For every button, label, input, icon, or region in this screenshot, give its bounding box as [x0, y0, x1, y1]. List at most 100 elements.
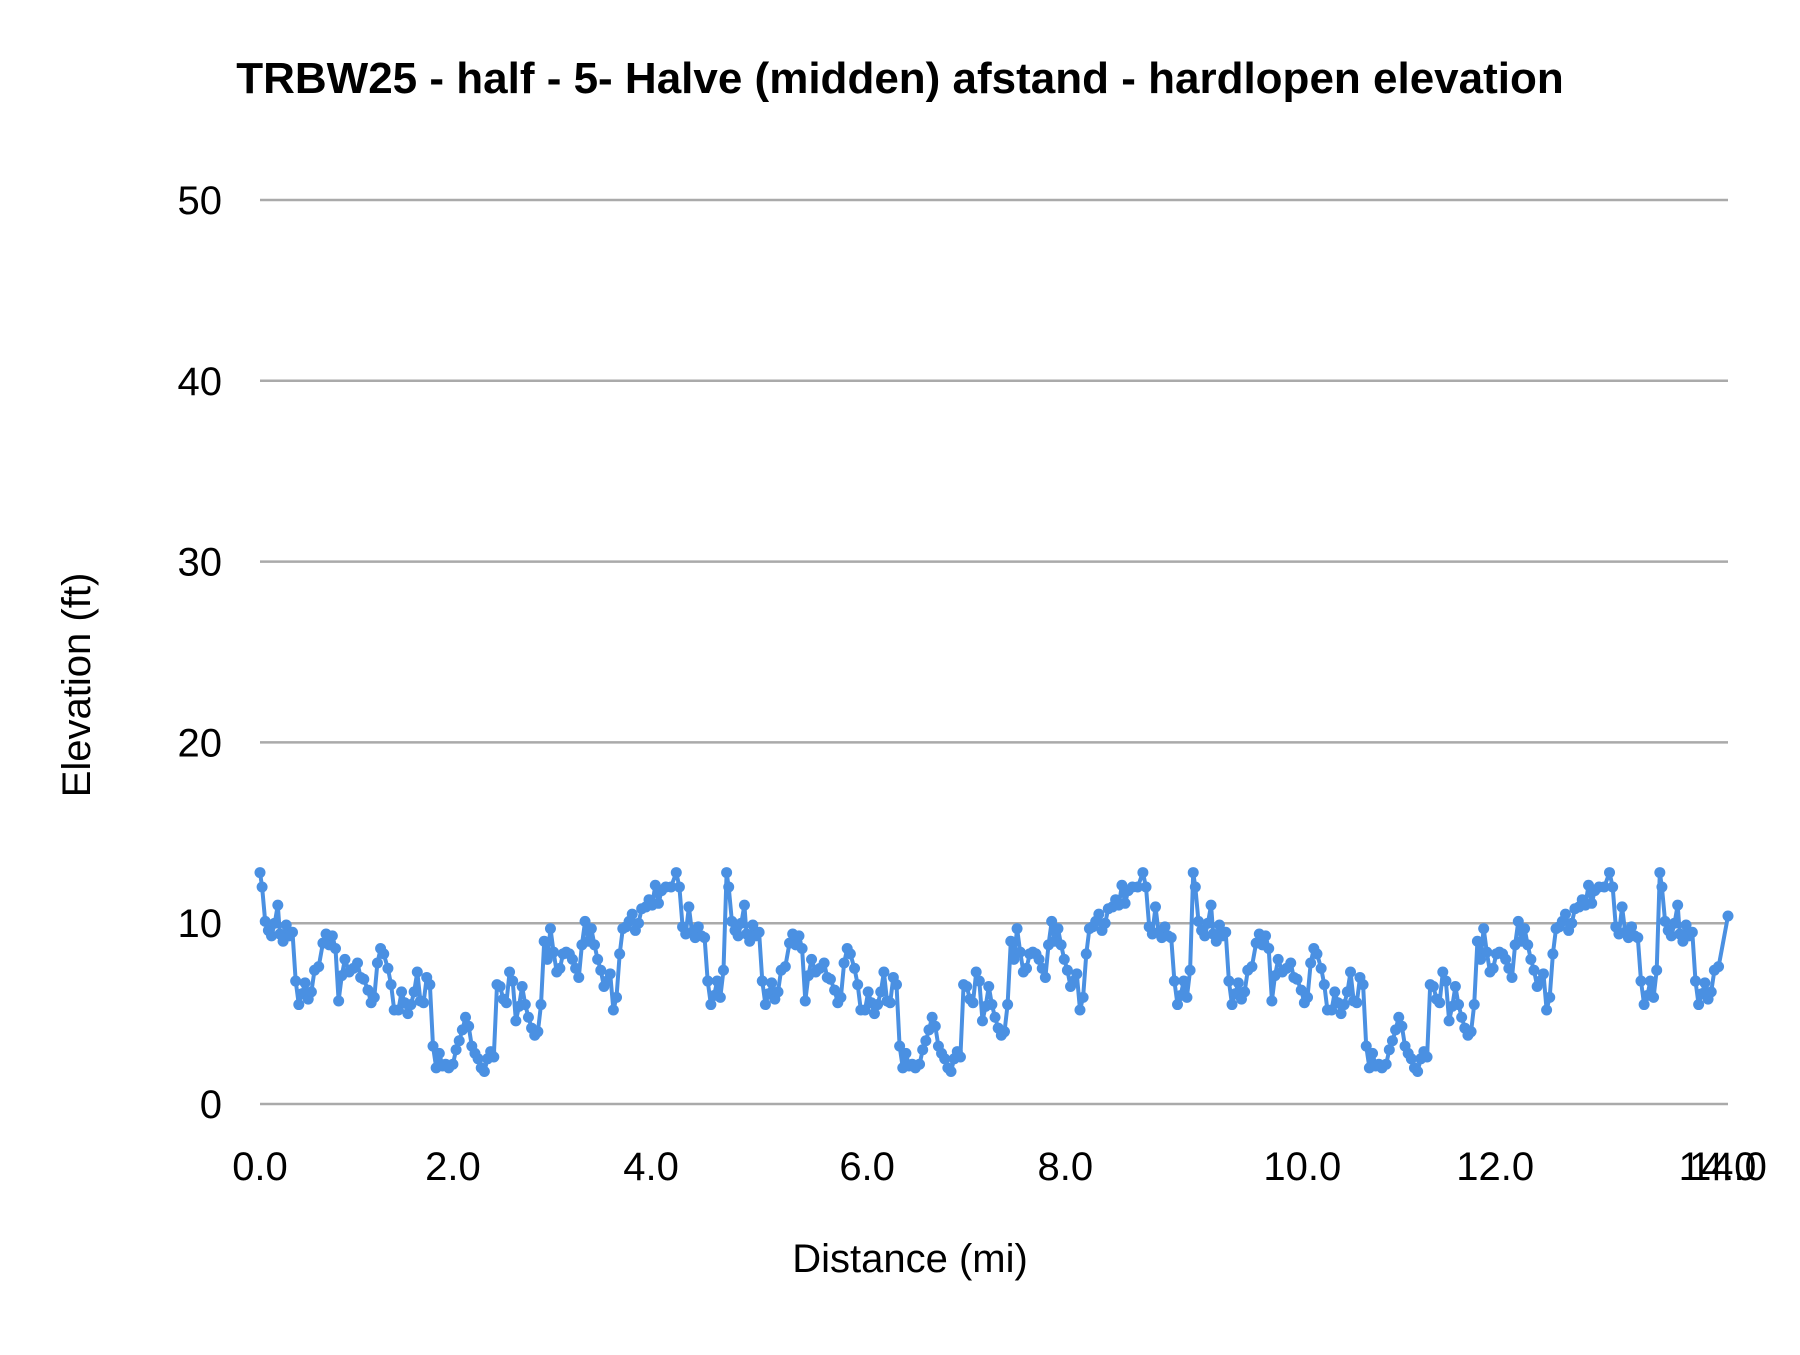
data-point — [894, 1040, 906, 1052]
data-point — [566, 953, 578, 965]
data-point — [849, 962, 861, 974]
data-point — [1080, 948, 1092, 960]
data-point — [829, 984, 841, 996]
y-tick-label: 10 — [178, 902, 223, 946]
data-point — [280, 919, 292, 931]
data-point — [1039, 971, 1051, 983]
data-point — [450, 1044, 462, 1056]
data-point — [1693, 999, 1705, 1011]
data-point — [305, 986, 317, 998]
data-point — [626, 908, 638, 920]
data-point — [293, 999, 305, 1011]
data-point — [1099, 917, 1111, 929]
x-axis-title: Distance (mi) — [792, 1237, 1028, 1281]
data-point — [1506, 971, 1518, 983]
data-point — [759, 999, 771, 1011]
data-point — [973, 975, 985, 987]
data-point — [573, 971, 585, 983]
data-point — [766, 977, 778, 989]
data-point — [339, 953, 351, 965]
data-point — [287, 926, 299, 938]
data-point — [917, 1044, 929, 1056]
data-point — [1437, 966, 1449, 978]
data-point — [683, 901, 695, 913]
data-point — [358, 973, 370, 985]
data-point — [1285, 957, 1297, 969]
x-tick-label: 14.0 — [1679, 1145, 1757, 1189]
data-point — [1672, 899, 1684, 911]
data-point — [1192, 915, 1204, 927]
data-point — [1525, 953, 1537, 965]
y-tick-label: 30 — [178, 541, 223, 585]
data-point — [385, 979, 397, 991]
data-point — [1659, 915, 1671, 927]
data-point — [472, 1053, 484, 1065]
data-point — [1187, 867, 1199, 879]
data-point — [504, 966, 516, 978]
data-point — [519, 999, 531, 1011]
data-point — [929, 1020, 941, 1032]
data-point — [254, 867, 266, 879]
data-point — [1396, 1020, 1408, 1032]
data-point — [1305, 957, 1317, 969]
data-point — [692, 921, 704, 933]
data-point — [1522, 939, 1534, 951]
data-point — [595, 964, 607, 976]
data-point — [1074, 1004, 1086, 1016]
data-point — [738, 899, 750, 911]
data-point — [532, 1026, 544, 1038]
data-point — [1205, 899, 1217, 911]
data-point — [522, 1011, 534, 1023]
data-point — [1168, 975, 1180, 987]
data-point — [614, 948, 626, 960]
data-point — [806, 953, 818, 965]
data-point — [1686, 926, 1698, 938]
data-point — [1291, 973, 1303, 985]
data-point — [1519, 923, 1531, 935]
data-point — [378, 948, 390, 960]
data-point — [976, 1015, 988, 1027]
data-point — [544, 923, 556, 935]
data-point — [868, 1008, 880, 1020]
data-point — [1226, 999, 1238, 1011]
data-point — [735, 917, 747, 929]
data-point — [844, 948, 856, 960]
data-point — [1295, 984, 1307, 996]
data-point — [1638, 999, 1650, 1011]
data-point — [500, 997, 512, 1009]
data-point — [463, 1020, 475, 1032]
data-point — [986, 999, 998, 1011]
data-point — [1329, 986, 1341, 998]
data-point — [747, 919, 759, 931]
data-point — [1468, 999, 1480, 1011]
data-point — [1537, 968, 1549, 980]
data-point — [1654, 867, 1666, 879]
data-point — [1635, 975, 1647, 987]
data-point — [1178, 975, 1190, 987]
data-point — [914, 1058, 926, 1070]
data-point — [604, 968, 616, 980]
data-point — [652, 897, 664, 909]
data-point — [1443, 1015, 1455, 1027]
data-point — [1335, 1008, 1347, 1020]
data-point — [1140, 881, 1152, 893]
data-point — [535, 999, 547, 1011]
data-point — [1651, 964, 1663, 976]
data-point — [633, 917, 645, 929]
data-point — [1165, 932, 1177, 944]
x-tick-label: 4.0 — [623, 1145, 679, 1189]
data-point — [878, 966, 890, 978]
data-point — [256, 881, 268, 893]
data-point — [711, 975, 723, 987]
data-point — [362, 984, 374, 996]
data-point — [1449, 980, 1461, 992]
data-point — [721, 867, 733, 879]
data-point — [588, 939, 600, 951]
data-point — [1713, 961, 1725, 973]
data-point — [1604, 867, 1616, 879]
data-point — [983, 980, 995, 992]
data-point — [1393, 1011, 1405, 1023]
data-point — [670, 867, 682, 879]
data-point — [299, 977, 311, 989]
data-point — [1456, 1011, 1468, 1023]
